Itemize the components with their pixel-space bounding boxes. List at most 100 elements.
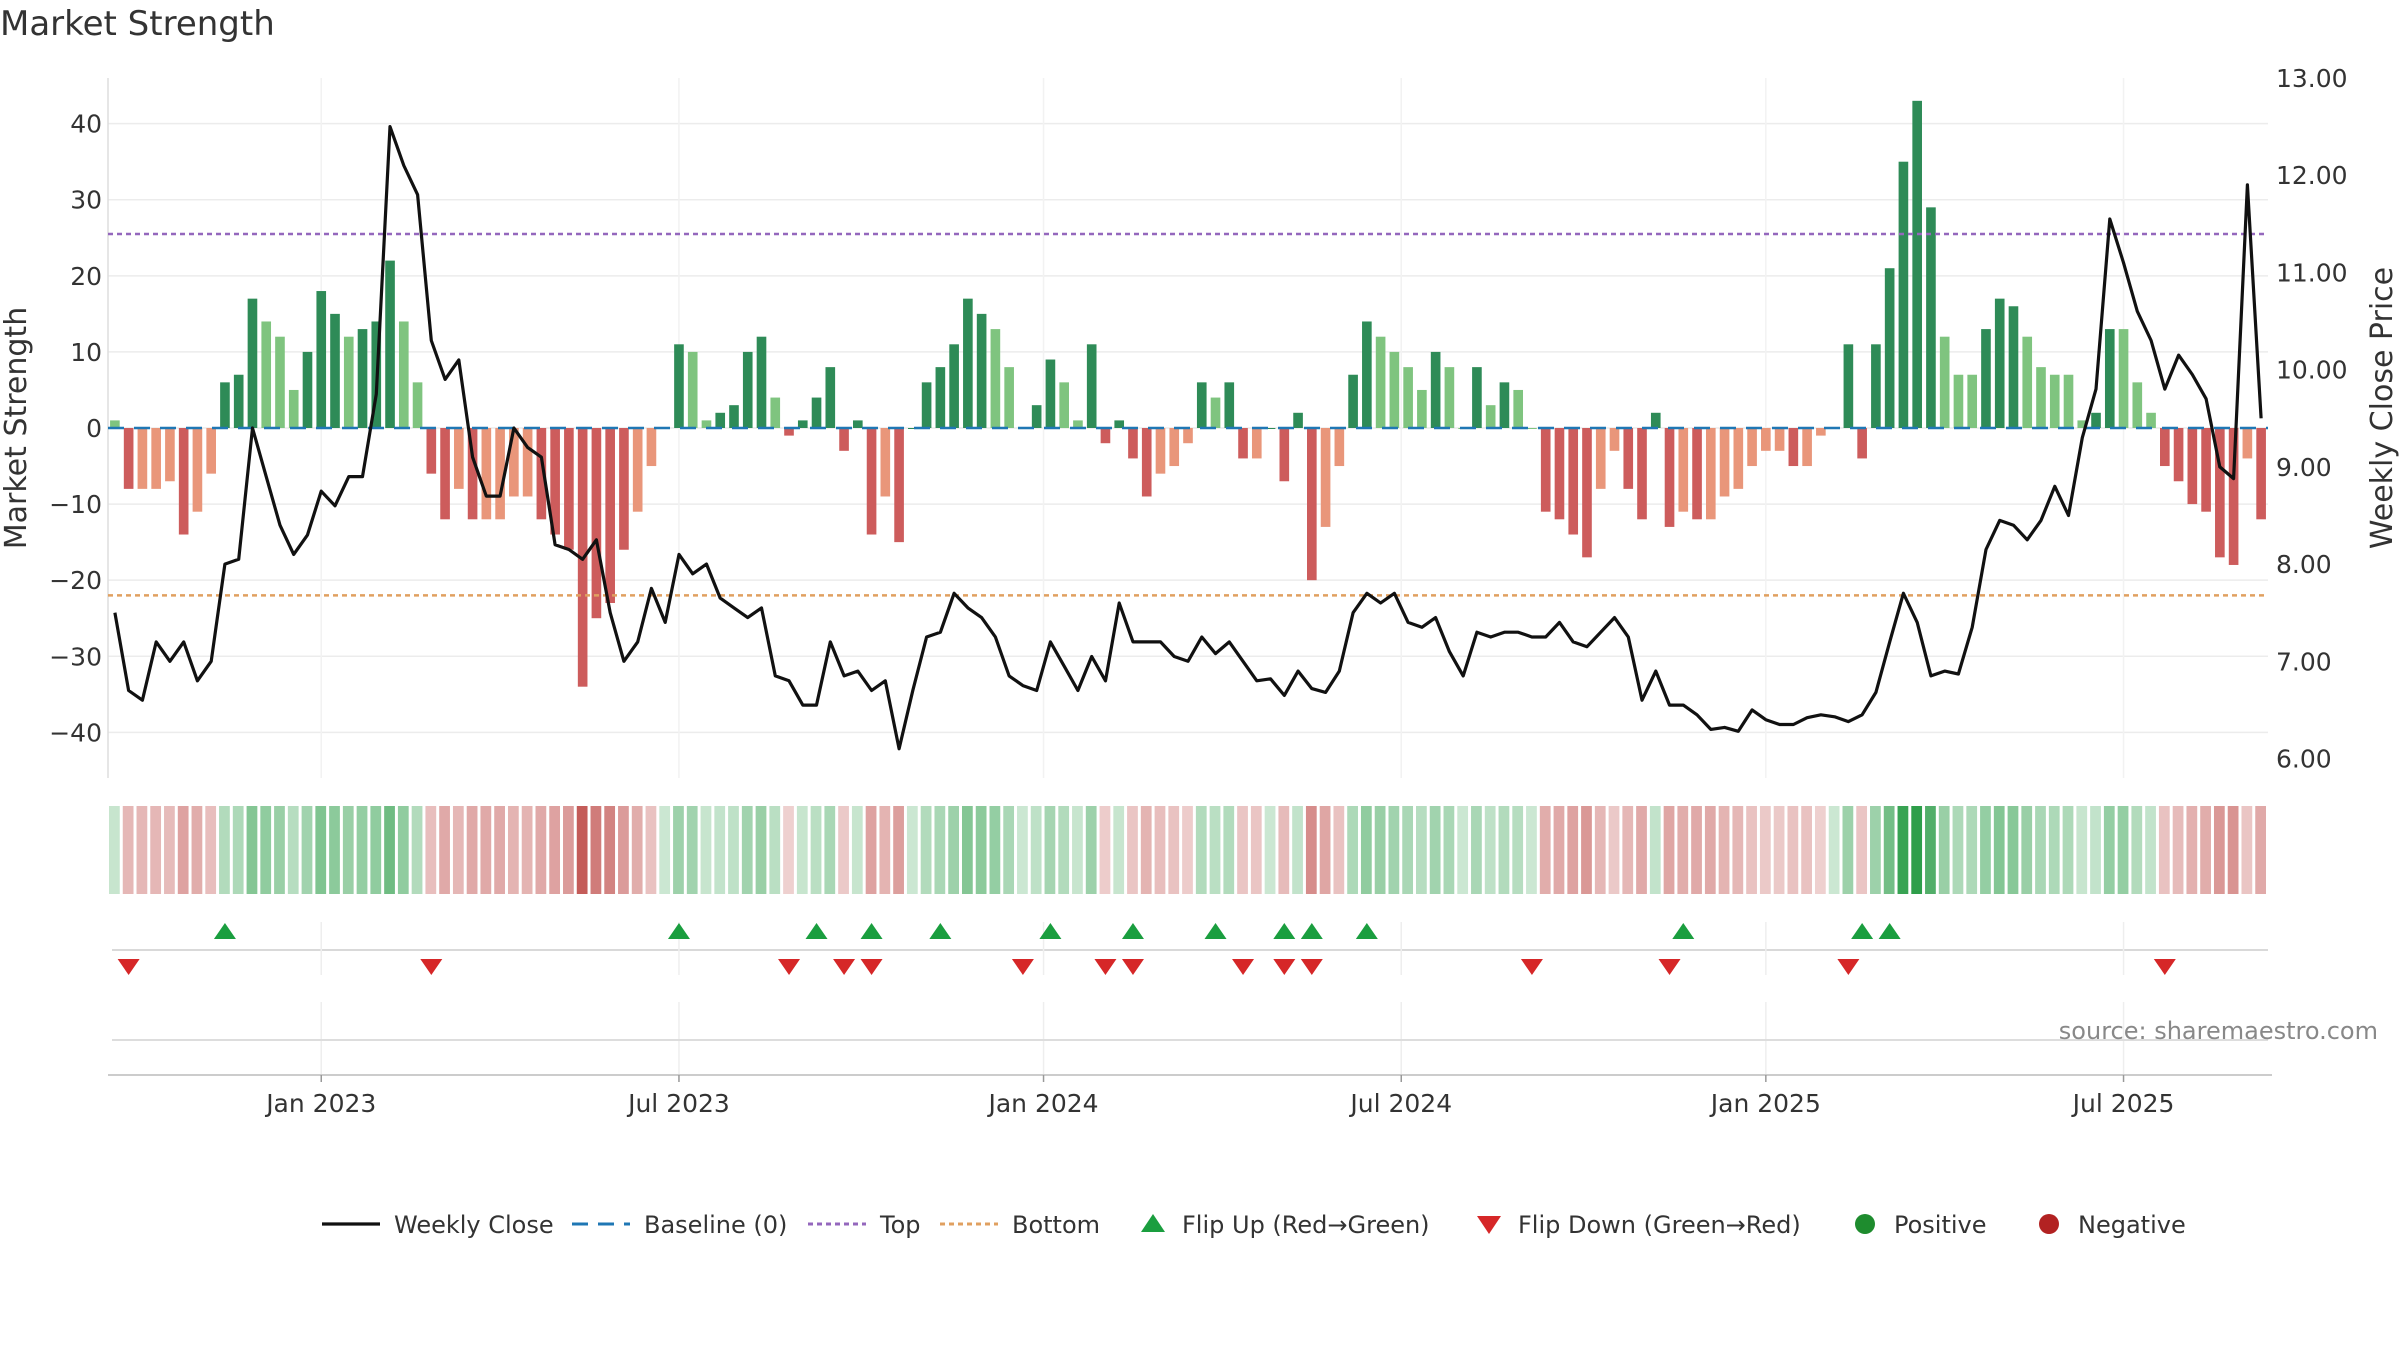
flip-down-marker bbox=[1273, 959, 1296, 975]
heat-strip-cell bbox=[2145, 806, 2156, 894]
heat-strip-cell bbox=[1759, 806, 1771, 894]
strength-bar bbox=[1293, 412, 1303, 428]
x-tick-label: Jan 2025 bbox=[1709, 1089, 1821, 1118]
heat-strip-cell bbox=[521, 806, 533, 894]
strength-bar bbox=[1843, 344, 1854, 428]
y-tick-label: −10 bbox=[49, 490, 102, 519]
strength-bar bbox=[1073, 420, 1083, 428]
strength-bar bbox=[632, 428, 643, 512]
strength-bar bbox=[1884, 268, 1895, 428]
strength-bar bbox=[1692, 428, 1702, 520]
heat-strip-cell bbox=[2213, 806, 2225, 894]
flip-down-marker bbox=[2153, 959, 2176, 975]
flip-up-marker bbox=[860, 923, 883, 939]
strength-bar bbox=[1527, 428, 1537, 429]
heat-strip-cell bbox=[1732, 806, 1744, 894]
strength-bar bbox=[1031, 405, 1042, 428]
strength-bar bbox=[2104, 329, 2115, 428]
strength-bar bbox=[1375, 336, 1386, 428]
strength-bar bbox=[619, 428, 629, 550]
heat-strip-cell bbox=[2158, 806, 2170, 894]
heat-strip-cell bbox=[948, 806, 959, 894]
heat-strip-cell bbox=[673, 806, 684, 894]
heat-strip-cell bbox=[1017, 806, 1028, 894]
y-tick-label: −20 bbox=[49, 566, 102, 595]
strength-bar bbox=[1348, 374, 1358, 428]
heat-strip-cell bbox=[452, 806, 464, 894]
strength-bar bbox=[1362, 321, 1372, 428]
flip-down-marker bbox=[117, 959, 140, 975]
y2-tick-label: 6.00 bbox=[2276, 745, 2332, 774]
y-tick-label: −40 bbox=[49, 718, 102, 747]
strength-bar bbox=[1788, 428, 1799, 467]
heat-strip-cell bbox=[1360, 806, 1372, 894]
strength-bar bbox=[1389, 351, 1400, 428]
strength-bar bbox=[2146, 412, 2156, 428]
heat-strip-cell bbox=[1952, 806, 1964, 894]
heat-strip-cell bbox=[645, 806, 657, 894]
heat-strip-cell bbox=[1127, 806, 1138, 894]
y-tick-label: 40 bbox=[70, 110, 102, 139]
strength-bar bbox=[715, 412, 726, 428]
strength-bar bbox=[1059, 382, 1069, 428]
heat-strip-cell bbox=[1278, 806, 1290, 894]
heat-strip-cell bbox=[1388, 806, 1400, 894]
flip-up-marker bbox=[929, 923, 952, 939]
heat-strip-cell bbox=[1980, 806, 1991, 894]
strength-bar bbox=[261, 321, 272, 428]
heat-strip-cell bbox=[618, 806, 629, 894]
legend-label: Weekly Close bbox=[394, 1211, 554, 1239]
y-axis-label: Market Strength bbox=[0, 307, 34, 549]
strength-bar bbox=[398, 321, 409, 428]
flip-down-marker bbox=[778, 959, 801, 975]
heat-strip-cell bbox=[287, 806, 299, 894]
legend-label: Negative bbox=[2078, 1211, 2186, 1239]
strength-bar bbox=[1994, 298, 2005, 428]
heat-strip-cell bbox=[535, 806, 547, 894]
heat-strip-cell bbox=[1113, 806, 1125, 894]
strength-bar bbox=[908, 428, 918, 429]
strength-bar bbox=[1238, 428, 1248, 459]
heat-strip-cell bbox=[1691, 806, 1702, 894]
strength-bar bbox=[1554, 428, 1565, 520]
strength-bar bbox=[742, 351, 753, 428]
flip-up-marker bbox=[213, 923, 236, 939]
heat-strip-cell bbox=[975, 806, 987, 894]
flip-up-marker bbox=[1355, 923, 1378, 939]
strength-bar bbox=[687, 351, 698, 428]
strength-bar bbox=[2160, 428, 2170, 467]
heat-strip-cell bbox=[906, 806, 918, 894]
strength-bar bbox=[1774, 428, 1785, 451]
strength-bar bbox=[426, 428, 437, 474]
heat-strip-cell bbox=[1773, 806, 1785, 894]
heat-strip-cell bbox=[2186, 806, 2198, 894]
heat-strip-cell bbox=[1897, 806, 1909, 894]
heat-strip-cell bbox=[219, 806, 230, 894]
heat-strip-cell bbox=[1594, 806, 1606, 894]
heat-strip-cell bbox=[342, 806, 354, 894]
strength-bar bbox=[1403, 367, 1413, 428]
legend-swatch-flip-up bbox=[1141, 1214, 1165, 1232]
strength-bar bbox=[2036, 367, 2046, 428]
heat-strip-cell bbox=[934, 806, 946, 894]
heat-strip-cell bbox=[1828, 806, 1840, 894]
heat-strip-cell bbox=[1168, 806, 1180, 894]
heat-strip-cell bbox=[1099, 806, 1111, 894]
heat-strip-cell bbox=[1292, 806, 1303, 894]
heat-strip-cell bbox=[989, 806, 1001, 894]
strength-bar bbox=[1816, 428, 1826, 436]
strength-bar bbox=[2201, 428, 2211, 512]
heat-strip-cell bbox=[1856, 806, 1868, 894]
heat-strip-cell bbox=[1333, 806, 1345, 894]
strength-bar bbox=[2049, 374, 2060, 428]
strength-bar bbox=[811, 397, 822, 428]
strength-bar bbox=[1320, 428, 1331, 527]
strength-bar bbox=[591, 428, 602, 619]
strength-bar bbox=[316, 291, 327, 428]
strength-bar bbox=[1141, 428, 1152, 497]
strength-bar bbox=[440, 428, 450, 520]
strength-bar bbox=[495, 428, 505, 520]
heat-strip-cell bbox=[507, 806, 519, 894]
legend-label: Bottom bbox=[1012, 1211, 1100, 1239]
heat-strip-cell bbox=[549, 806, 561, 894]
